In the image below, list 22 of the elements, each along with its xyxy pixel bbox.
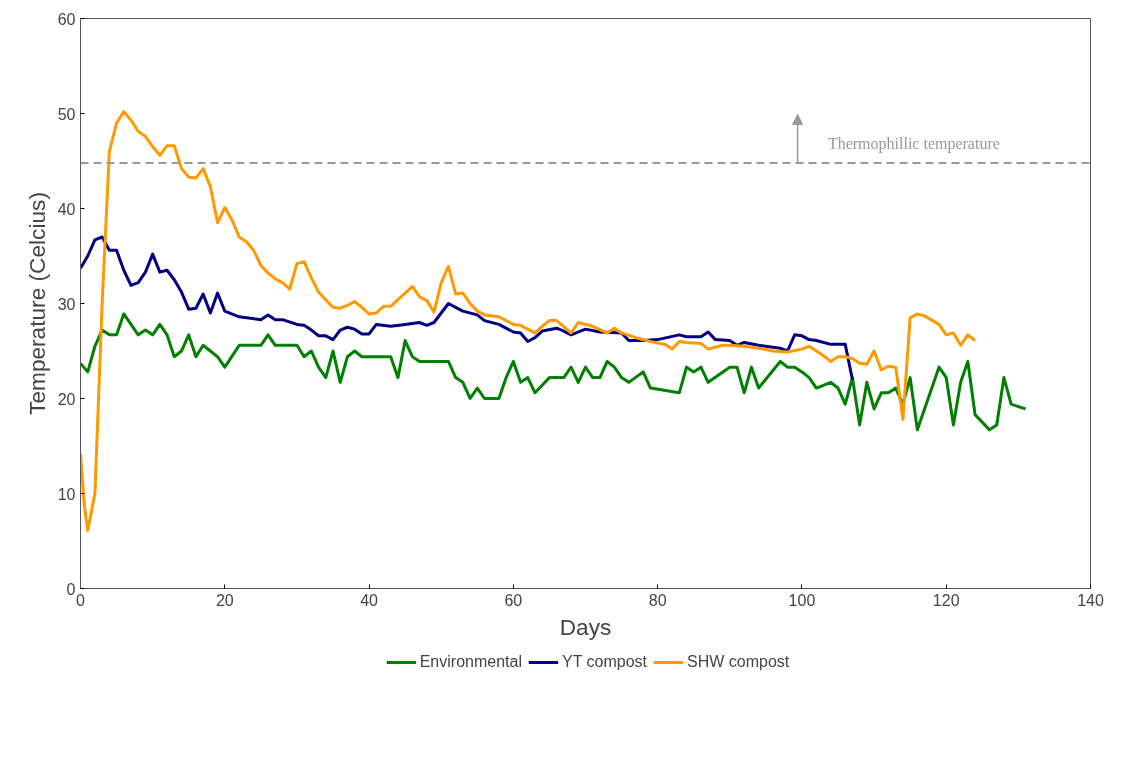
x-tick-label: 100 <box>788 591 816 609</box>
x-tick-label: 120 <box>932 591 960 609</box>
y-tick-label: 50 <box>57 105 76 123</box>
y-tick-label: 20 <box>57 390 76 408</box>
y-axis-title: Temperature (Celcius) <box>23 192 50 415</box>
x-axis-title: Days <box>559 613 612 640</box>
x-tick-label: 140 <box>1077 591 1104 609</box>
legend-label: SHW compost <box>687 653 790 671</box>
y-tick-label: 30 <box>57 295 76 313</box>
x-tick-label: 20 <box>215 591 234 609</box>
ref-line-label: Thermophillic temperature <box>827 134 1000 153</box>
legend-label: Environmental <box>419 653 522 671</box>
line-series <box>80 235 854 381</box>
y-tick-label: 0 <box>66 580 76 598</box>
x-tick-label: 80 <box>648 591 667 609</box>
y-tick-label: 10 <box>57 485 76 503</box>
x-tick-label: 40 <box>360 591 379 609</box>
y-tick-label: 60 <box>57 10 76 28</box>
y-tick-label: 40 <box>57 200 76 218</box>
x-tick-label: 60 <box>504 591 523 609</box>
line-series <box>80 312 1028 432</box>
legend-label: YT compost <box>561 653 648 671</box>
